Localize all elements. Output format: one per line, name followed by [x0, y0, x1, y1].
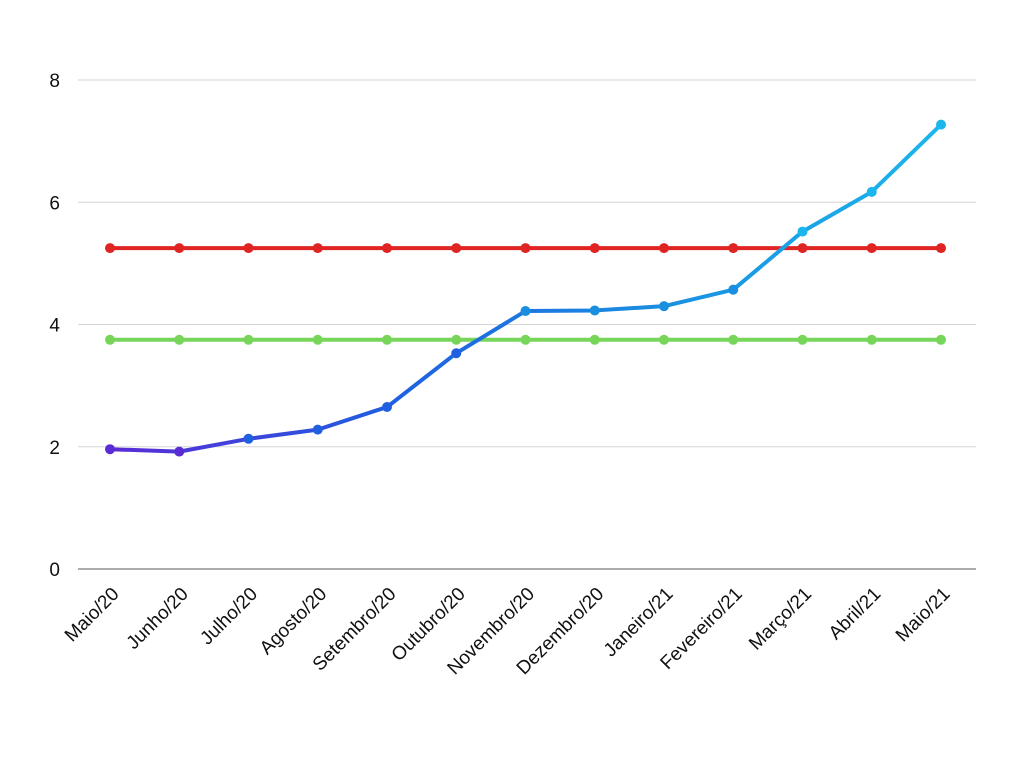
series-2-point-0 [105, 334, 115, 345]
series-0-point-5 [451, 348, 462, 359]
series-0-point-11 [866, 186, 877, 197]
series-0-point-8 [659, 301, 669, 312]
series-1-point-2 [243, 243, 254, 254]
series-0-point-1 [174, 446, 185, 457]
series-1-point-3 [312, 243, 323, 254]
y-tick-label-6: 6 [49, 193, 60, 214]
series-1-point-10 [797, 243, 808, 254]
series-1-point-6 [520, 243, 531, 254]
x-tick-label-12: Maio/21 [892, 584, 955, 647]
x-tick-label-1: Junho/20 [123, 584, 193, 654]
x-tick-label-3: Agosto/20 [256, 584, 331, 659]
series-1-point-4 [382, 243, 392, 254]
series-2-point-9 [728, 334, 739, 345]
series-0-point-4 [382, 402, 392, 413]
series-0-point-2 [243, 433, 254, 444]
series-0-point-12 [936, 119, 946, 130]
series-2-point-5 [451, 334, 462, 345]
y-tick-label-2: 2 [49, 438, 60, 459]
series-2-point-12 [936, 334, 946, 345]
series-1-point-1 [174, 243, 185, 254]
series-line-0 [108, 122, 943, 454]
y-tick-label-8: 8 [49, 71, 60, 92]
series-1-point-11 [866, 243, 877, 254]
series-0-point-0 [105, 444, 115, 455]
series-lines [108, 122, 943, 454]
series-0-point-7 [589, 305, 600, 316]
grid-lines [78, 79, 976, 570]
series-points [105, 119, 946, 457]
y-axis-ticks: 0 2 4 6 8 [49, 71, 60, 581]
series-2-point-3 [312, 334, 323, 345]
series-2-point-4 [382, 334, 392, 345]
y-tick-label-4: 4 [49, 316, 60, 337]
x-tick-label-2: Julho/20 [196, 584, 262, 650]
series-2-point-1 [174, 334, 185, 345]
series-2-point-11 [866, 334, 877, 345]
series-2-point-10 [797, 334, 808, 345]
series-2-point-7 [589, 334, 600, 345]
x-tick-label-10: Março/21 [745, 584, 816, 655]
series-0-point-6 [520, 306, 531, 317]
x-axis-labels: Maio/20 Junho/20 Julho/20Agosto/20Setembro… [61, 584, 955, 680]
series-0-point-3 [312, 424, 323, 435]
series-1-point-7 [589, 243, 600, 254]
series-1-point-12 [936, 243, 946, 254]
series-1-point-0 [105, 243, 115, 254]
x-tick-label-0: Maio/20 [61, 584, 124, 647]
series-1-point-8 [659, 243, 669, 254]
series-2-point-6 [520, 334, 531, 345]
series-0-point-9 [728, 284, 739, 295]
series-1-point-9 [728, 243, 739, 254]
series-0-point-10 [797, 226, 808, 237]
series-2-point-2 [243, 334, 254, 345]
series-2-point-8 [659, 334, 669, 345]
y-tick-label-0: 0 [49, 560, 60, 581]
x-tick-label-11: Abril/21 [825, 584, 885, 644]
series-1-point-5 [451, 243, 462, 254]
